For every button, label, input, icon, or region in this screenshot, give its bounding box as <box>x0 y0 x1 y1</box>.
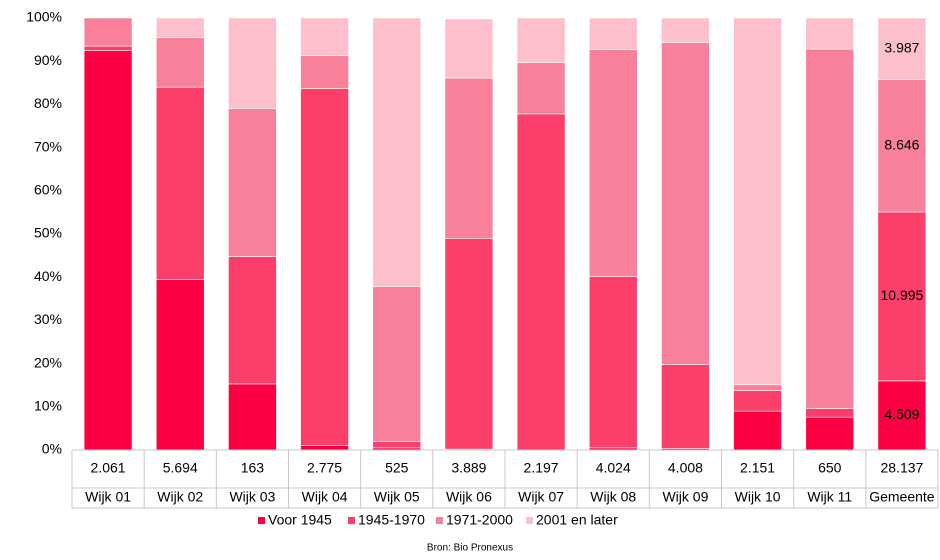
x-tick-label: Wijk 08 <box>590 489 636 505</box>
legend-label: Voor 1945 <box>268 512 332 528</box>
bar-segment <box>733 384 782 391</box>
bar-segment <box>300 88 349 446</box>
bar-segment <box>805 17 855 50</box>
total-label: 28.137 <box>881 460 924 476</box>
y-tick-label: 0% <box>42 441 62 457</box>
y-tick-label: 10% <box>34 398 62 414</box>
bar-segment <box>228 256 277 385</box>
source: Bron: Bio Pronexus <box>427 543 513 554</box>
bar-segment <box>588 49 638 277</box>
bar-segment <box>444 238 494 450</box>
y-tick-label: 100% <box>26 9 62 25</box>
bar-segment <box>83 17 133 47</box>
bar-segment <box>372 17 422 288</box>
bar-segment <box>661 364 710 450</box>
x-tick-label: Wijk 05 <box>374 489 420 505</box>
bar-segment <box>155 17 205 38</box>
bar-segment <box>444 18 494 79</box>
y-tick-label: 80% <box>34 95 62 111</box>
x-tick-label: Wijk 07 <box>518 489 564 505</box>
data-label: 8.646 <box>884 136 919 152</box>
bar-segment <box>733 410 782 451</box>
bar-segment <box>228 108 277 257</box>
total-label: 2.197 <box>524 460 559 476</box>
y-tick-label: 50% <box>34 225 62 241</box>
bar-segment <box>516 17 566 63</box>
data-label: 3.987 <box>884 39 919 55</box>
x-tick-label: Wijk 02 <box>157 489 203 505</box>
legend-swatch <box>526 517 533 524</box>
y-tick-label: 60% <box>34 182 62 198</box>
bar-segment <box>83 50 133 451</box>
bar-segment <box>300 17 349 56</box>
bar-segment <box>661 42 710 365</box>
bar-segment <box>516 62 566 115</box>
total-label: 2.151 <box>740 460 775 476</box>
legend-swatch <box>258 517 265 524</box>
x-tick-label: Wijk 04 <box>302 489 348 505</box>
data-label: 4.509 <box>884 406 919 422</box>
bar-segment <box>877 211 927 382</box>
bar-segment <box>155 279 205 451</box>
x-tick-label: Wijk 06 <box>446 489 492 505</box>
bar-segment <box>588 276 638 449</box>
bar-segment <box>372 441 422 449</box>
y-tick-label: 40% <box>34 268 62 284</box>
bar-segment <box>155 37 205 88</box>
legend-swatch <box>436 517 443 524</box>
bar-segment <box>661 17 710 43</box>
y-tick-label: 70% <box>34 138 62 154</box>
total-label: 4.008 <box>668 460 703 476</box>
bar-segment <box>588 17 638 50</box>
y-tick-label: 90% <box>34 52 62 68</box>
total-label: 2.061 <box>91 460 126 476</box>
x-tick-label: Wijk 03 <box>229 489 275 505</box>
bar-segment <box>83 45 133 51</box>
bar-segment <box>805 408 855 418</box>
bar-segment <box>805 48 855 409</box>
bar-segment <box>228 383 277 451</box>
bar-segment <box>516 113 566 451</box>
bar-segment <box>444 77 494 239</box>
bar-segment <box>228 17 277 110</box>
legend-swatch <box>348 517 355 524</box>
bar-segment <box>733 17 782 386</box>
y-tick-label: 20% <box>34 354 62 370</box>
x-tick-label: Wijk 10 <box>735 489 781 505</box>
bar-segment <box>155 86 205 280</box>
bar-segment <box>372 286 422 442</box>
legend-label: 1971-2000 <box>446 512 513 528</box>
bar-segment <box>733 390 782 412</box>
total-label: 4.024 <box>596 460 631 476</box>
total-label: 163 <box>241 460 265 476</box>
x-tick-label: Wijk 01 <box>85 489 131 505</box>
bar-segment <box>877 380 927 451</box>
bar-segment <box>805 416 855 451</box>
legend-label: 1945-1970 <box>358 512 425 528</box>
total-label: 650 <box>818 460 842 476</box>
x-tick-label: Wijk 11 <box>807 489 852 505</box>
total-label: 3.889 <box>451 460 486 476</box>
total-label: 5.694 <box>163 460 198 476</box>
total-label: 525 <box>385 460 409 476</box>
data-label: 10.995 <box>881 287 924 303</box>
bar-segment <box>877 17 927 80</box>
bar-segment <box>877 79 927 213</box>
x-tick-label: Wijk 09 <box>662 489 708 505</box>
legend-label: 2001 en later <box>536 512 618 528</box>
bar-segment <box>300 445 349 451</box>
bar-segment <box>300 55 349 89</box>
total-label: 2.775 <box>307 460 342 476</box>
x-tick-label: Gemeente <box>869 489 935 505</box>
y-tick-label: 30% <box>34 311 62 327</box>
